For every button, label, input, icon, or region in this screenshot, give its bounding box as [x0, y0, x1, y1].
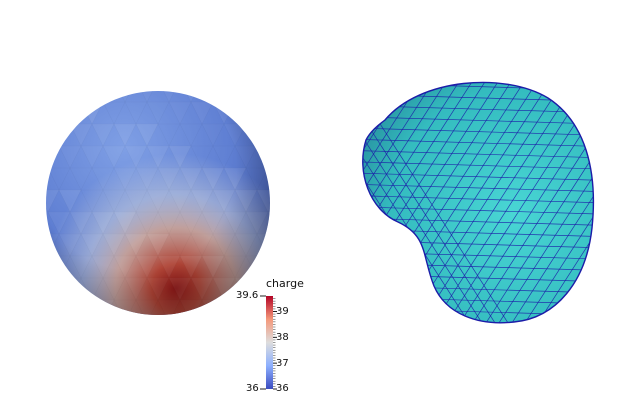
sphere-facet [290, 300, 312, 322]
sphere-facet [257, 102, 270, 124]
sphere-facet [147, 322, 169, 344]
sphere-facet [213, 322, 235, 344]
mesh-edge [461, 82, 594, 323]
mesh-edge [362, 82, 474, 323]
mesh-edge [513, 82, 594, 323]
mesh-edge [362, 160, 594, 170]
mesh-edge [448, 82, 594, 323]
sphere-facet [125, 322, 147, 344]
mesh-edge [362, 206, 594, 215]
sphere-facet [279, 190, 301, 212]
mesh-edge [340, 330, 610, 338]
mesh-edge [0, 60, 51, 340]
colorbar-min-label: 36 [246, 383, 259, 394]
sphere-facet [37, 322, 59, 344]
sphere-facet [279, 146, 301, 168]
mesh-edge [362, 82, 435, 323]
sphere-facet [191, 322, 213, 344]
sphere-facet [46, 278, 59, 300]
colorbar-gradient [266, 296, 273, 389]
colorbar-title: charge [266, 277, 304, 290]
sphere-facet [70, 80, 92, 102]
sphere-facet [268, 80, 290, 102]
colorbar-max-label: 39.6 [236, 290, 259, 301]
sphere-facet [224, 300, 246, 315]
sphere-facet [290, 124, 312, 146]
mesh-edge [487, 82, 594, 323]
mesh-edge [362, 82, 448, 323]
mesh-edge [362, 127, 594, 136]
sphere-facet [268, 168, 290, 190]
mesh-edge [362, 82, 487, 323]
sphere-facet [290, 256, 312, 278]
sphere-facet [46, 102, 59, 124]
mesh-edge [362, 82, 481, 323]
mesh-edge [362, 82, 507, 323]
sphere-facet [268, 212, 270, 234]
mesh-edge [362, 82, 494, 323]
charge-sphere[interactable] [37, 80, 312, 344]
sphere-facet [224, 91, 246, 102]
mesh-edge [500, 82, 594, 323]
sphere-facet [279, 102, 301, 124]
sphere-facet [103, 322, 125, 344]
mesh-edge [474, 82, 594, 323]
sphere-facet [202, 91, 224, 102]
sphere-facet [290, 80, 312, 102]
colorbar-tick-label: 36 [276, 383, 289, 394]
sphere-facet [268, 256, 290, 278]
sphere-facet [235, 102, 257, 124]
sphere-facet [59, 322, 81, 344]
mesh-edge [0, 60, 25, 340]
mesh-edge [0, 60, 38, 340]
sphere-facet [290, 168, 312, 190]
sphere-facet [48, 91, 70, 102]
colorbar-tick-label: 37 [276, 358, 289, 369]
mesh-edge [362, 183, 594, 193]
colorbar-ticks [273, 298, 277, 390]
mesh-edge [362, 138, 594, 148]
sphere-facet [290, 212, 312, 234]
mesh-edge [526, 82, 594, 323]
sphere-facet [92, 80, 114, 102]
sphere-facet [59, 278, 81, 300]
sphere-facet [246, 91, 268, 102]
mesh-edge [362, 82, 513, 323]
sphere-facet [81, 322, 103, 344]
sphere-facet [235, 322, 257, 344]
sphere-facet [70, 300, 92, 315]
sphere-facet [279, 234, 301, 256]
colorbar [260, 295, 277, 390]
sphere-facet [268, 124, 270, 146]
sphere-facet [59, 102, 81, 124]
mesh-edge [340, 60, 610, 68]
sphere-facet [246, 300, 268, 315]
colorbar-tick-label: 38 [276, 332, 289, 343]
sphere-facet [169, 322, 191, 344]
mesh-edge [340, 71, 610, 79]
mesh-edge [0, 60, 12, 340]
mesh-edge [362, 82, 500, 323]
sphere-facet [48, 300, 70, 315]
colorbar-tick-label: 39 [276, 306, 289, 317]
